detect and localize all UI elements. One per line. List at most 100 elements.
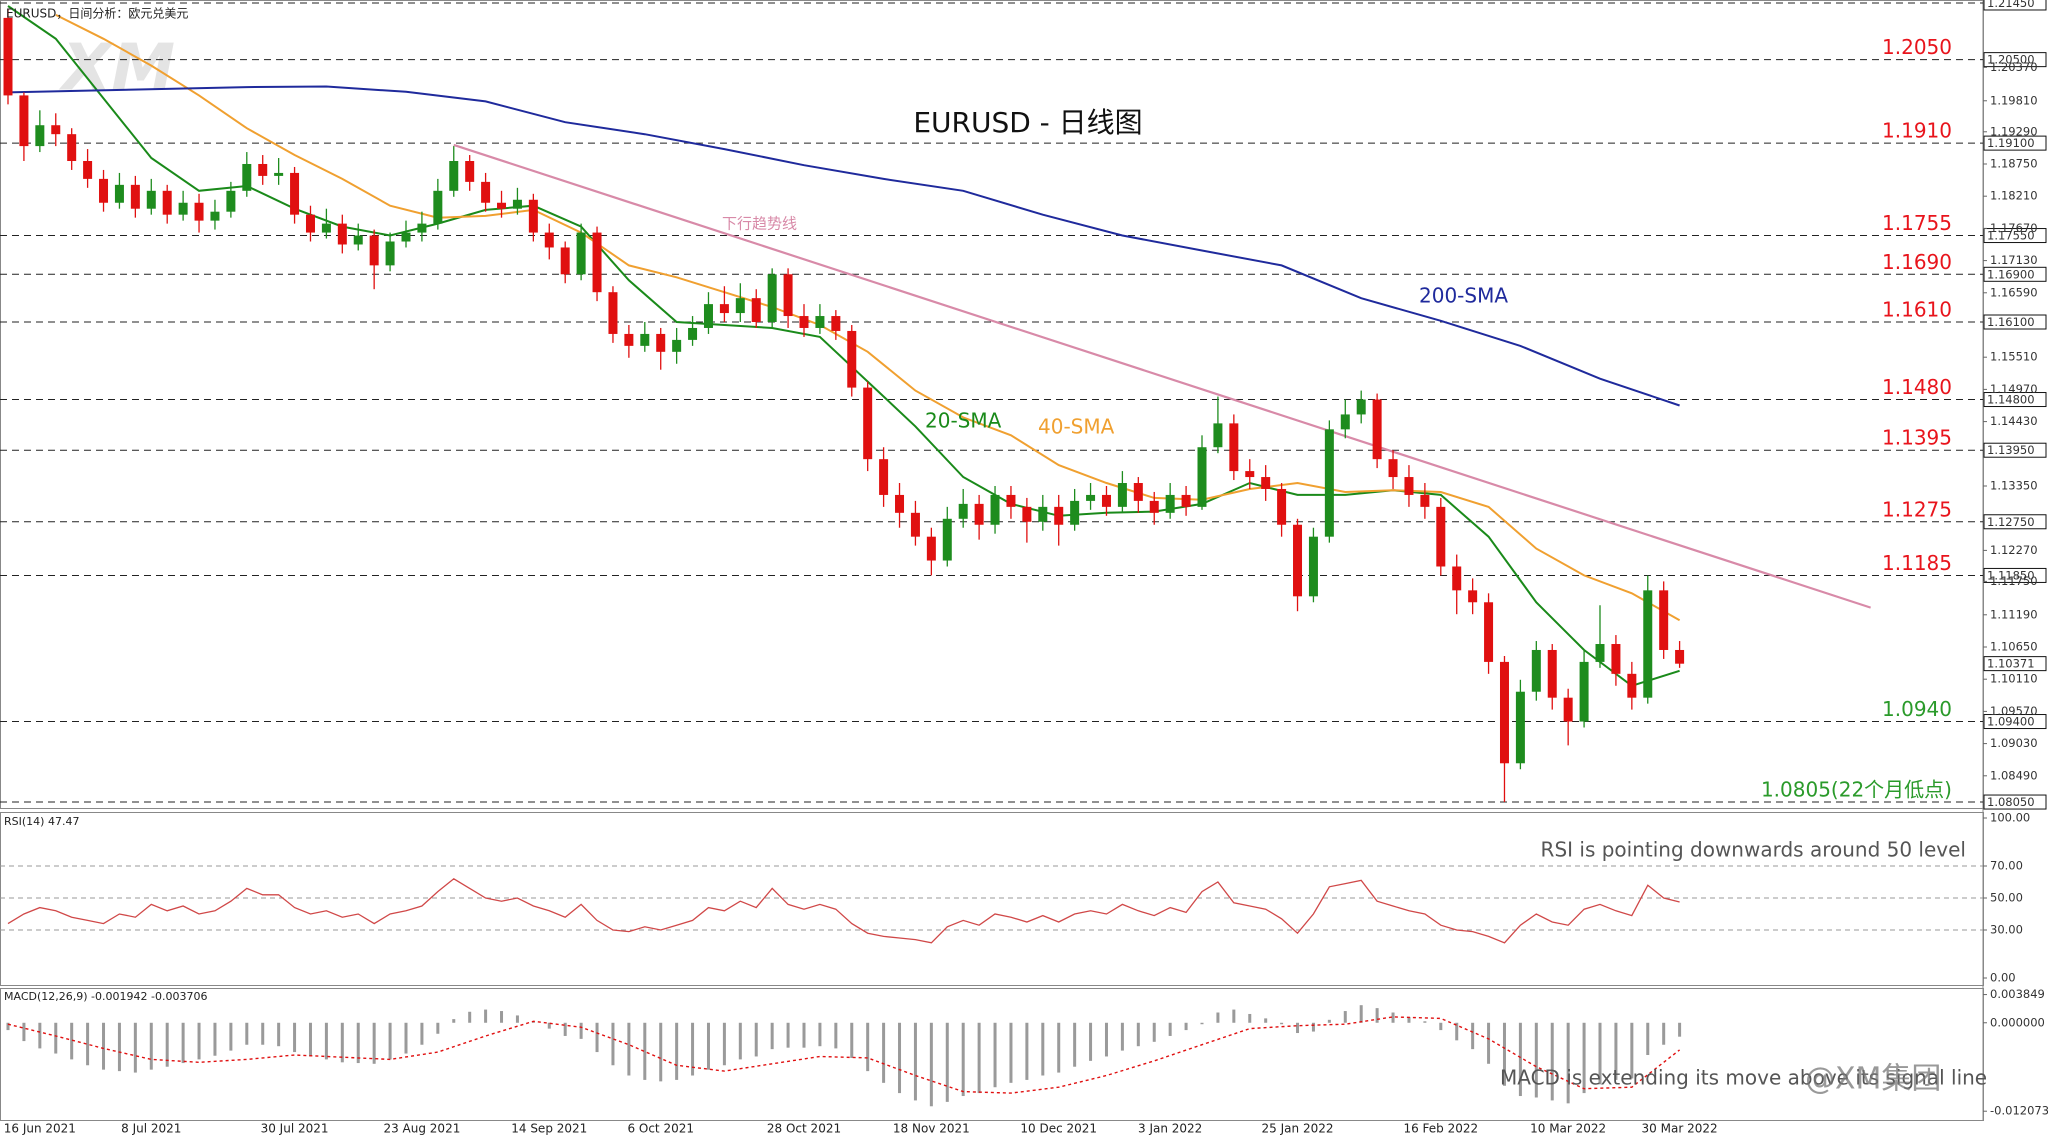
macd-bar bbox=[1359, 1005, 1363, 1023]
candle-body bbox=[433, 190, 443, 224]
macd-bar bbox=[929, 1022, 933, 1107]
y-tick-label: 1.16590 bbox=[1990, 285, 2038, 299]
macd-bar bbox=[1439, 1022, 1443, 1031]
y-tick-label: 1.18210 bbox=[1990, 189, 2038, 203]
candle-body bbox=[401, 232, 411, 242]
candle-body bbox=[1229, 423, 1239, 472]
candle-body bbox=[130, 184, 140, 209]
macd-bar bbox=[659, 1022, 663, 1082]
candle-body bbox=[1563, 697, 1573, 722]
candle-body bbox=[608, 292, 618, 334]
level-tag: 1.12750 bbox=[1987, 515, 2035, 529]
macd-bar bbox=[340, 1022, 344, 1063]
candle-body bbox=[1643, 590, 1653, 698]
sma-line bbox=[7, 85, 1680, 407]
macd-bar bbox=[611, 1022, 615, 1066]
macd-bar bbox=[1025, 1022, 1029, 1080]
candle-body bbox=[146, 190, 156, 209]
candle-body bbox=[497, 202, 507, 209]
candle-body bbox=[1308, 536, 1318, 597]
level-tag: 1.16100 bbox=[1987, 315, 2035, 329]
macd-bar bbox=[102, 1022, 106, 1070]
candle-body bbox=[990, 494, 1000, 525]
y-tick-label: 1.09570 bbox=[1990, 704, 2038, 718]
x-tick-label: 16 Feb 2022 bbox=[1403, 1122, 1478, 1136]
level-tag-box bbox=[1983, 135, 2047, 151]
macd-bar bbox=[786, 1022, 790, 1048]
candle-body bbox=[162, 190, 172, 215]
candle-body bbox=[1499, 661, 1509, 764]
sma-label: 40-SMA bbox=[1038, 415, 1115, 439]
macd-bar bbox=[1168, 1022, 1172, 1036]
candle-body bbox=[67, 134, 77, 162]
macd-bar bbox=[1296, 1022, 1300, 1034]
candle-body bbox=[321, 223, 331, 233]
candle-body bbox=[1611, 644, 1621, 674]
trendline bbox=[453, 143, 1871, 609]
macd-bar bbox=[70, 1022, 74, 1060]
sma-label: 20-SMA bbox=[925, 409, 1002, 433]
macd-bar bbox=[388, 1022, 392, 1060]
level-tag-box bbox=[1983, 228, 2047, 244]
level-tag-box bbox=[1983, 52, 2047, 68]
macd-bar bbox=[515, 1015, 519, 1023]
y-tick-label: 1.15510 bbox=[1990, 350, 2038, 364]
candle-body bbox=[560, 247, 570, 275]
candle-body bbox=[1340, 414, 1350, 430]
macd-bar bbox=[356, 1022, 360, 1064]
macd-bar bbox=[1566, 1022, 1570, 1104]
candle-body bbox=[178, 202, 188, 215]
candle-body bbox=[305, 214, 315, 233]
macd-bar bbox=[484, 1009, 488, 1023]
candle-body bbox=[640, 333, 650, 346]
level-tag: 1.19100 bbox=[1987, 136, 2035, 150]
macd-bar bbox=[165, 1022, 169, 1067]
macd-bar bbox=[1248, 1013, 1252, 1023]
y-tick-label: 1.09030 bbox=[1990, 736, 2038, 750]
candle-body bbox=[783, 274, 793, 317]
macd-bar bbox=[197, 1022, 201, 1060]
macd-bar bbox=[1518, 1022, 1522, 1097]
candle-body bbox=[226, 190, 236, 212]
level-label: 1.1395 bbox=[1882, 426, 1952, 450]
candle-body bbox=[974, 503, 984, 525]
macd-bar bbox=[1073, 1022, 1077, 1067]
candle-body bbox=[1006, 494, 1016, 507]
last-price-label: 1.10371 bbox=[1987, 657, 2035, 671]
y-tick-label: 0.003849 bbox=[1990, 987, 2045, 1001]
macd-bar bbox=[579, 1022, 583, 1039]
candle-body bbox=[1627, 673, 1637, 698]
y-tick-label: 1.10110 bbox=[1990, 672, 2038, 686]
macd-bar bbox=[1614, 1022, 1618, 1080]
macd-bar bbox=[754, 1022, 758, 1057]
macd-bar bbox=[1630, 1022, 1634, 1079]
macd-bar bbox=[563, 1022, 567, 1036]
y-tick-label: 1.17130 bbox=[1990, 253, 2038, 267]
macd-bar bbox=[1152, 1022, 1156, 1042]
level-tag: 1.09400 bbox=[1987, 715, 2035, 729]
candle-body bbox=[449, 161, 459, 191]
y-tick-label: 1.19290 bbox=[1990, 124, 2038, 138]
candle-body bbox=[417, 223, 427, 233]
candle-body bbox=[1181, 494, 1191, 507]
macd-bar bbox=[547, 1022, 551, 1029]
y-tick-label: 70.00 bbox=[1990, 859, 2023, 873]
candle-body bbox=[19, 95, 29, 147]
candle-body bbox=[1133, 483, 1143, 501]
macd-bar bbox=[468, 1011, 472, 1023]
level-tag-box bbox=[1983, 514, 2047, 530]
level-tag-box bbox=[1983, 714, 2047, 730]
macd-bar bbox=[1041, 1022, 1045, 1076]
level-tag-box bbox=[1983, 567, 2047, 583]
macd-bar bbox=[1534, 1022, 1538, 1098]
x-tick-label: 28 Oct 2021 bbox=[767, 1122, 841, 1136]
candle-body bbox=[863, 387, 873, 460]
candle-body bbox=[512, 199, 522, 209]
macd-bar bbox=[1502, 1022, 1506, 1086]
macd-title: MACD(12,26,9) -0.001942 -0.003706 bbox=[4, 990, 207, 1003]
level-label: 1.2050 bbox=[1882, 35, 1952, 59]
candle-body bbox=[847, 330, 857, 388]
candle-body bbox=[1101, 494, 1111, 507]
candle-body bbox=[210, 211, 220, 221]
